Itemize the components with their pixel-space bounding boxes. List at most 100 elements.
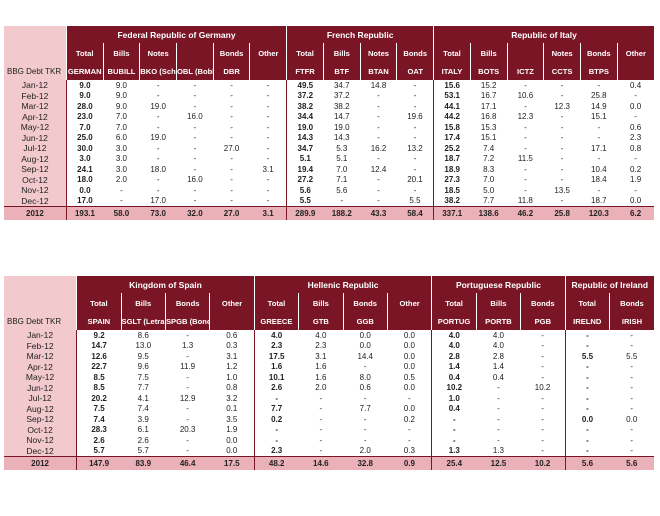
data-cell: 17.4	[433, 132, 471, 143]
data-cell: 14.8	[370, 80, 387, 90]
total-cell: 5.6	[609, 456, 654, 470]
data-cell: 5.6	[286, 185, 324, 196]
data-cell: -	[377, 154, 380, 164]
data-cell: -	[413, 91, 417, 101]
table-row: Feb-12 14.7 13.0 1.3 0.3 2.3 2.3 0.0 0.0 4.0 4.0 - -…	[4, 340, 654, 351]
table-row: Jan-12 9.0 9.0- - - -49.5 34.7 14.8-15.6 15.2- - -…	[4, 80, 654, 91]
table-row: Apr-12 22.7 9.6 11.9 1.2 1.6 1.6 - 0.0 1.4 1.4 - - -	[4, 361, 654, 372]
data-cell: 0.0	[626, 414, 638, 424]
data-cell: 15.1	[591, 112, 607, 122]
column-type-header: Bills	[120, 293, 166, 313]
data-cell: 6.0	[115, 133, 127, 143]
data-cell: -	[564, 393, 610, 404]
data-cell: 5.0	[483, 185, 495, 195]
data-cell: 27.0	[223, 143, 240, 153]
total-cell: 46.2	[507, 206, 544, 220]
column-type-header: Other	[386, 293, 432, 313]
data-cell: -	[230, 196, 233, 206]
data-cell: -	[193, 122, 197, 132]
total-cell: 138.6	[470, 206, 508, 220]
data-cell: 0.0	[403, 351, 415, 361]
data-cell: 9.0	[115, 101, 127, 111]
table-row: Jun-12 8.5 7.7 - 0.8 2.6 2.0 0.6 0.0 10.2 - 10.2 - -	[4, 382, 654, 393]
column-type-header: Bonds	[579, 43, 618, 63]
data-cell: 0.0	[403, 404, 415, 414]
table-row: Nov-12 2.6 2.6-0.0- - - - - - - - -	[4, 435, 654, 446]
data-cell: -	[377, 91, 380, 101]
data-cell: 3.1	[315, 351, 327, 361]
data-cell: -	[266, 91, 270, 101]
data-cell: 7.0	[336, 164, 348, 174]
data-cell: 15.1	[480, 133, 497, 143]
data-cell: -	[377, 112, 380, 122]
data-cell: -	[630, 330, 634, 340]
data-cell: 13.2	[407, 143, 423, 153]
data-cell: 1.0	[226, 372, 238, 382]
month-label: Jun-12	[4, 132, 67, 143]
data-cell: 8.5	[76, 382, 122, 393]
data-cell: 0.2	[253, 414, 299, 425]
table-row: Jan-12 9.2 8.6 - 0.6 4.0 4.0 0.0 0.0 4.0 4.0 - - -	[4, 330, 654, 341]
data-cell: -	[253, 424, 299, 435]
data-cell: 17.0	[65, 195, 104, 207]
data-cell: 34.7	[333, 80, 350, 90]
data-cell: -	[266, 101, 270, 111]
data-cell: 6.1	[137, 425, 149, 435]
year-label: 2012	[4, 206, 67, 220]
data-cell: -	[497, 383, 500, 393]
ticker-header: FTFR	[286, 63, 324, 80]
data-cell: 15.8	[433, 122, 471, 133]
data-cell: 5.5	[409, 196, 421, 206]
data-cell: 4.0	[253, 330, 299, 341]
data-cell: 18.9	[433, 164, 471, 175]
table-row: May-12 7.0 7.0- - - -19.0 19.0- -15.8 15.3- - -0.6	[4, 122, 654, 133]
data-cell: 5.1	[336, 154, 348, 164]
data-cell: -	[524, 175, 527, 185]
data-cell: -	[408, 435, 411, 445]
data-cell: 0.0	[65, 185, 104, 196]
data-cell: -	[156, 91, 160, 101]
data-cell: -	[541, 446, 544, 456]
data-cell: 2.8	[492, 351, 504, 361]
month-label: Aug-12	[4, 153, 67, 164]
group-header: Portuguese Republic	[431, 276, 566, 293]
data-cell: 0.2	[630, 164, 642, 174]
data-cell: -	[564, 435, 610, 446]
data-cell: 9.0	[115, 91, 127, 101]
table-row: May-12 8.5 7.5 - 1.0 10.1 1.6 8.0 0.5 0.4 0.4 - - -	[4, 372, 654, 383]
column-type-header: Bonds	[164, 293, 210, 313]
data-cell: 1.2	[226, 362, 238, 372]
column-type-header: Bills	[469, 43, 508, 63]
data-cell: 0.0	[630, 196, 642, 206]
data-cell: -	[230, 154, 233, 164]
data-cell: -	[156, 80, 160, 90]
data-cell: -	[319, 404, 323, 414]
data-cell: 49.5	[286, 80, 324, 91]
data-cell: 11.5	[517, 154, 533, 164]
data-cell: 0.4	[630, 80, 642, 90]
data-cell: 5.5	[286, 195, 324, 207]
month-label: Dec-12	[4, 445, 77, 457]
data-cell: 7.7	[359, 404, 371, 414]
data-cell: 0.5	[403, 372, 415, 382]
data-cell: -	[497, 414, 500, 424]
data-cell: -	[413, 80, 417, 90]
data-cell: -	[413, 122, 417, 132]
data-cell: 10.2	[534, 383, 551, 393]
data-cell: 16.0	[187, 175, 203, 185]
data-cell: 12.3	[554, 101, 570, 111]
ticker-header: BTF	[322, 63, 361, 80]
data-cell: -	[524, 185, 527, 195]
data-cell: -	[230, 185, 233, 195]
month-label: Aug-12	[4, 403, 77, 414]
month-label: May-12	[4, 122, 67, 133]
month-label: Dec-12	[4, 195, 67, 207]
data-cell: -	[253, 393, 299, 404]
data-cell: -	[363, 362, 367, 372]
data-cell: 0.2	[403, 414, 415, 424]
data-cell: -	[363, 425, 367, 435]
data-cell: -	[377, 101, 380, 111]
total-row: 2012 193.1 58.0 73.0 32.0 27.0 3.1 289.9 188.2 43…	[4, 206, 654, 220]
data-cell: -	[340, 196, 344, 206]
data-cell: 0.0	[630, 101, 642, 111]
